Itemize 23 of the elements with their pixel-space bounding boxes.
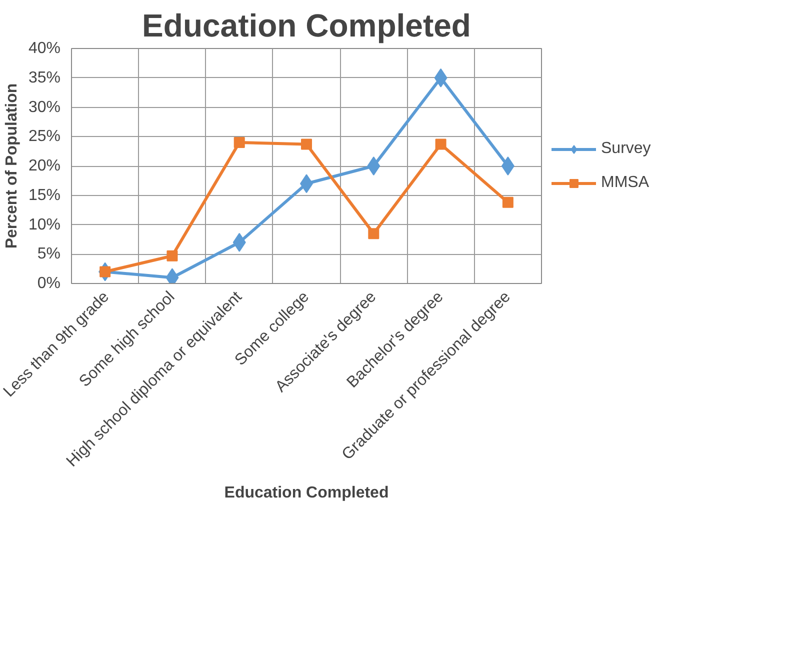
y-tick-label: 10% xyxy=(28,216,61,234)
point xyxy=(435,138,446,150)
point xyxy=(368,228,380,240)
chart-title: Education Completed xyxy=(142,8,471,44)
point xyxy=(367,156,380,176)
y-axis-title: Percent of Population xyxy=(3,83,20,249)
point xyxy=(502,196,514,208)
x-axis-title: Education Completed xyxy=(224,484,389,502)
y-tick-label: 40% xyxy=(28,40,61,57)
y-tick-label: 15% xyxy=(28,186,61,204)
point xyxy=(301,138,312,150)
y-tick-label: 0% xyxy=(37,275,60,292)
legend-label: MMSA xyxy=(601,174,649,192)
y-tick-label: 30% xyxy=(28,98,61,116)
legend-label: Survey xyxy=(601,140,651,158)
point xyxy=(501,156,514,176)
point xyxy=(166,250,178,262)
y-tick-label: 20% xyxy=(28,158,61,174)
y-tick-label: 35% xyxy=(28,69,61,86)
y-tick-label: 25% xyxy=(28,128,61,146)
point xyxy=(234,137,245,148)
y-tick-label: 5% xyxy=(37,246,60,263)
point xyxy=(100,266,111,278)
